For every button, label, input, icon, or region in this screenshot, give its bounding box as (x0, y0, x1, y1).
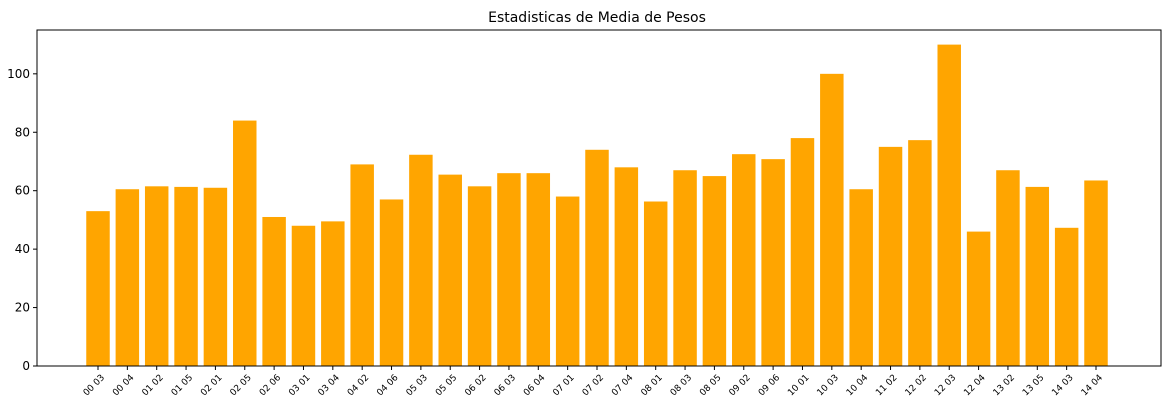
bar-08-05 (702, 176, 727, 366)
bar-10-01 (790, 138, 815, 366)
bar-04-06 (379, 199, 404, 366)
bar-08-03 (673, 170, 697, 366)
x-tick-label: 10 04 (845, 373, 870, 398)
x-tick-label: 03 01 (287, 373, 312, 398)
bar-05-03 (409, 154, 433, 366)
y-axis: 0 20 40 60 80 100 (7, 67, 37, 373)
bar-02-05 (233, 120, 257, 366)
x-tick-label: 14 04 (1080, 373, 1105, 398)
y-tick-label: 0 (22, 359, 30, 373)
x-tick-label: 08 01 (639, 373, 664, 398)
x-tick-label: 00 03 (82, 373, 107, 398)
bar-00-04 (115, 189, 140, 366)
x-tick-label: 09 02 (728, 373, 753, 398)
bar-07-01 (555, 196, 580, 366)
x-tick-label: 10 01 (786, 373, 811, 398)
bar-07-04 (614, 167, 639, 366)
x-tick-label: 09 06 (757, 373, 782, 398)
bar-14-04 (1084, 180, 1108, 366)
x-tick-label: 01 02 (140, 373, 165, 398)
bar-04-02 (350, 164, 374, 366)
bar-14-03 (1054, 227, 1079, 366)
x-axis: 00 03 00 04 01 02 01 05 02 01 02 05 02 06 03 01… (82, 366, 1105, 398)
bar-02-06 (262, 216, 286, 366)
x-tick-label: 06 04 (522, 373, 547, 398)
y-tick-label: 100 (7, 67, 30, 81)
x-tick-label: 07 04 (610, 373, 635, 398)
bar-13-02 (996, 170, 1020, 366)
y-tick-label: 80 (15, 125, 30, 139)
x-tick-label: 13 02 (992, 373, 1017, 398)
plot-frame (36, 29, 1162, 367)
x-tick-label: 04 06 (375, 373, 400, 398)
y-tick-label: 60 (15, 184, 30, 198)
x-tick-label: 07 01 (551, 373, 576, 398)
x-tick-label: 05 05 (434, 373, 459, 398)
bar-03-01 (291, 225, 316, 366)
bar-13-05 (1025, 186, 1050, 366)
bar-01-05 (174, 186, 198, 366)
bar-02-01 (203, 187, 228, 366)
bar-12-03 (937, 44, 961, 367)
bar-05-05 (438, 174, 462, 366)
bar-03-04 (321, 221, 345, 366)
bar-12-02 (908, 140, 932, 366)
y-tick-label: 20 (15, 301, 30, 315)
x-tick-label: 12 03 (933, 373, 958, 398)
bar-00-03 (86, 211, 110, 366)
bar-12-04 (966, 231, 991, 366)
x-tick-label: 03 04 (317, 373, 342, 398)
x-tick-label: 05 03 (405, 373, 430, 398)
bars-group (86, 44, 1108, 367)
x-tick-label: 06 02 (463, 373, 488, 398)
bar-10-04 (849, 189, 873, 366)
x-tick-label: 00 04 (111, 373, 136, 398)
bar-08-01 (643, 201, 668, 366)
bar-06-03 (497, 173, 521, 366)
bar-11-02 (878, 146, 903, 366)
x-tick-label: 08 05 (698, 373, 723, 398)
x-tick-label: 01 05 (170, 373, 195, 398)
bar-06-02 (467, 186, 492, 366)
bar-09-02 (732, 154, 756, 366)
bar-10-03 (820, 73, 844, 366)
x-tick-label: 02 01 (199, 373, 224, 398)
x-tick-label: 11 02 (874, 373, 899, 398)
x-tick-label: 08 03 (669, 373, 694, 398)
x-tick-label: 04 02 (346, 373, 371, 398)
x-tick-label: 06 03 (493, 373, 518, 398)
x-tick-label: 12 04 (962, 373, 987, 398)
x-tick-label: 10 03 (816, 373, 841, 398)
x-tick-label: 14 03 (1050, 373, 1075, 398)
x-tick-label: 02 05 (229, 373, 254, 398)
bar-01-02 (144, 186, 169, 366)
y-tick-label: 40 (15, 242, 30, 256)
x-tick-label: 02 06 (258, 373, 283, 398)
x-tick-label: 07 02 (581, 373, 606, 398)
bar-07-02 (585, 149, 609, 366)
x-tick-label: 12 02 (904, 373, 929, 398)
chart-title: Estadisticas de Media de Pesos (488, 10, 706, 26)
bar-09-06 (761, 159, 785, 366)
x-tick-label: 13 05 (1021, 373, 1046, 398)
bar-06-04 (526, 173, 551, 366)
